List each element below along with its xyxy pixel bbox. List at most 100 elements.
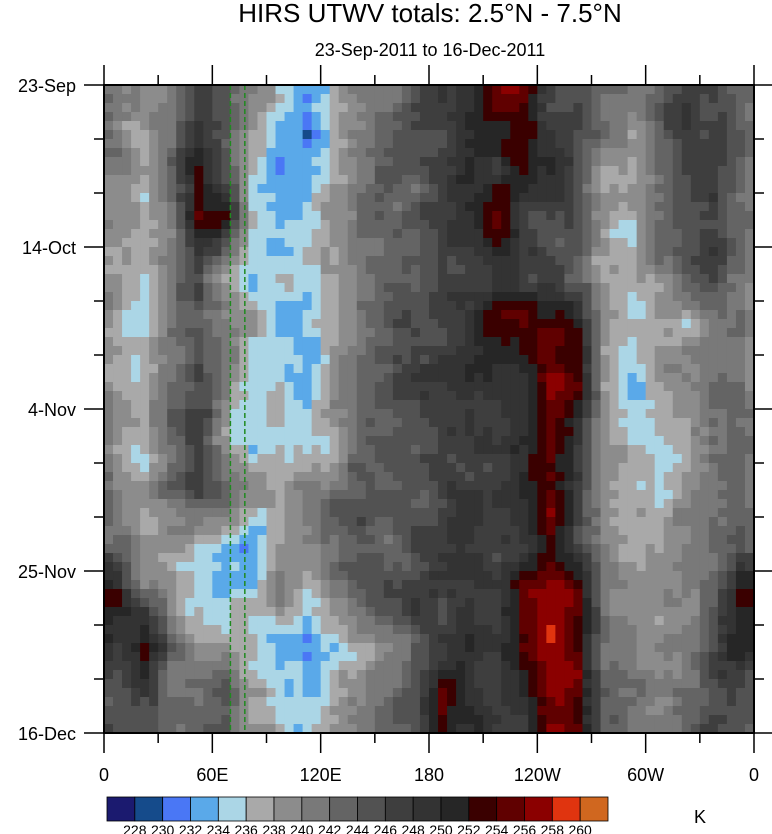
heatmap-cell xyxy=(410,238,421,248)
heatmap-cell xyxy=(275,157,286,167)
heatmap-cell xyxy=(663,337,674,347)
heatmap-cell xyxy=(546,490,556,500)
heatmap-cell xyxy=(501,202,511,212)
heatmap-cell xyxy=(338,157,349,167)
heatmap-cell xyxy=(122,607,132,617)
heatmap-cell xyxy=(392,211,403,221)
heatmap-cell xyxy=(149,211,159,221)
heatmap-cell xyxy=(672,121,683,131)
heatmap-cell xyxy=(203,148,213,158)
heatmap-cell xyxy=(555,436,566,446)
heatmap-cell xyxy=(438,517,448,527)
heatmap-cell xyxy=(311,517,322,527)
heatmap-cell xyxy=(429,112,439,122)
heatmap-cell xyxy=(140,85,150,95)
heatmap-cell xyxy=(438,346,448,356)
heatmap-cell xyxy=(726,337,737,347)
heatmap-cell xyxy=(546,382,556,392)
heatmap-cell xyxy=(618,247,629,257)
heatmap-cell xyxy=(383,607,394,617)
heatmap-cell xyxy=(248,562,259,572)
heatmap-cell xyxy=(501,247,511,257)
heatmap-cell xyxy=(338,589,349,599)
heatmap-cell xyxy=(591,526,602,536)
heatmap-cell xyxy=(564,661,575,671)
heatmap-cell xyxy=(690,283,701,293)
heatmap-cell xyxy=(203,706,213,716)
heatmap-cell xyxy=(465,697,475,707)
heatmap-cell xyxy=(645,661,656,671)
heatmap-cell xyxy=(510,526,520,536)
heatmap-cell xyxy=(338,319,349,329)
heatmap-cell xyxy=(419,697,430,707)
heatmap-cell xyxy=(600,85,611,95)
heatmap-cell xyxy=(519,409,529,419)
heatmap-cell xyxy=(501,373,511,383)
heatmap-cell xyxy=(275,625,286,635)
heatmap-cell xyxy=(564,328,575,338)
heatmap-cell xyxy=(293,643,304,653)
heatmap-cell xyxy=(474,589,484,599)
heatmap-cell xyxy=(113,139,123,149)
heatmap-cell xyxy=(149,409,159,419)
heatmap-cell xyxy=(311,643,322,653)
heatmap-cell xyxy=(690,652,701,662)
heatmap-cell xyxy=(582,103,593,113)
heatmap-cell xyxy=(320,85,331,95)
heatmap-cell xyxy=(600,211,611,221)
heatmap-cell xyxy=(104,481,114,491)
heatmap-cell xyxy=(167,391,177,401)
heatmap-cell xyxy=(167,508,177,518)
heatmap-cell xyxy=(338,283,349,293)
heatmap-cell xyxy=(672,472,683,482)
heatmap-cell xyxy=(744,139,754,149)
heatmap-cell xyxy=(717,652,728,662)
heatmap-cell xyxy=(492,436,502,446)
heatmap-cell xyxy=(302,670,313,680)
heatmap-cell xyxy=(113,517,123,527)
heatmap-cell xyxy=(573,211,584,221)
heatmap-cell xyxy=(293,490,304,500)
heatmap-cell xyxy=(419,544,430,554)
heatmap-cell xyxy=(221,94,231,104)
heatmap-cell xyxy=(735,571,746,581)
heatmap-cell xyxy=(221,130,231,140)
heatmap-cell xyxy=(230,526,241,536)
heatmap-cell xyxy=(320,616,331,626)
heatmap-cell xyxy=(501,139,511,149)
heatmap-cell xyxy=(329,391,340,401)
heatmap-cell xyxy=(401,256,412,266)
heatmap-cell xyxy=(401,283,412,293)
heatmap-cell xyxy=(419,238,430,248)
heatmap-cell xyxy=(266,346,277,356)
heatmap-cell xyxy=(681,616,692,626)
heatmap-cell xyxy=(320,292,331,302)
heatmap-cell xyxy=(113,580,123,590)
heatmap-cell xyxy=(311,247,322,257)
heatmap-cell xyxy=(429,517,439,527)
heatmap-cell xyxy=(248,319,259,329)
heatmap-cell xyxy=(717,589,728,599)
heatmap-cell xyxy=(365,571,376,581)
heatmap-cell xyxy=(194,526,204,536)
heatmap-cell xyxy=(365,580,376,590)
heatmap-cell xyxy=(726,445,737,455)
heatmap-cell xyxy=(429,490,439,500)
heatmap-cell xyxy=(311,112,322,122)
heatmap-cell xyxy=(438,679,448,689)
heatmap-cell xyxy=(347,166,358,176)
heatmap-cell xyxy=(419,445,430,455)
heatmap-cell xyxy=(356,562,367,572)
heatmap-cell xyxy=(483,112,493,122)
heatmap-cell xyxy=(275,274,286,284)
heatmap-cell xyxy=(230,382,241,392)
heatmap-cell xyxy=(627,94,638,104)
heatmap-cell xyxy=(419,148,430,158)
heatmap-cell xyxy=(681,265,692,275)
heatmap-cell xyxy=(104,580,114,590)
heatmap-cell xyxy=(564,571,575,581)
heatmap-cell xyxy=(383,553,394,563)
heatmap-cell xyxy=(474,517,484,527)
heatmap-cell xyxy=(275,292,286,302)
heatmap-cell xyxy=(708,103,719,113)
